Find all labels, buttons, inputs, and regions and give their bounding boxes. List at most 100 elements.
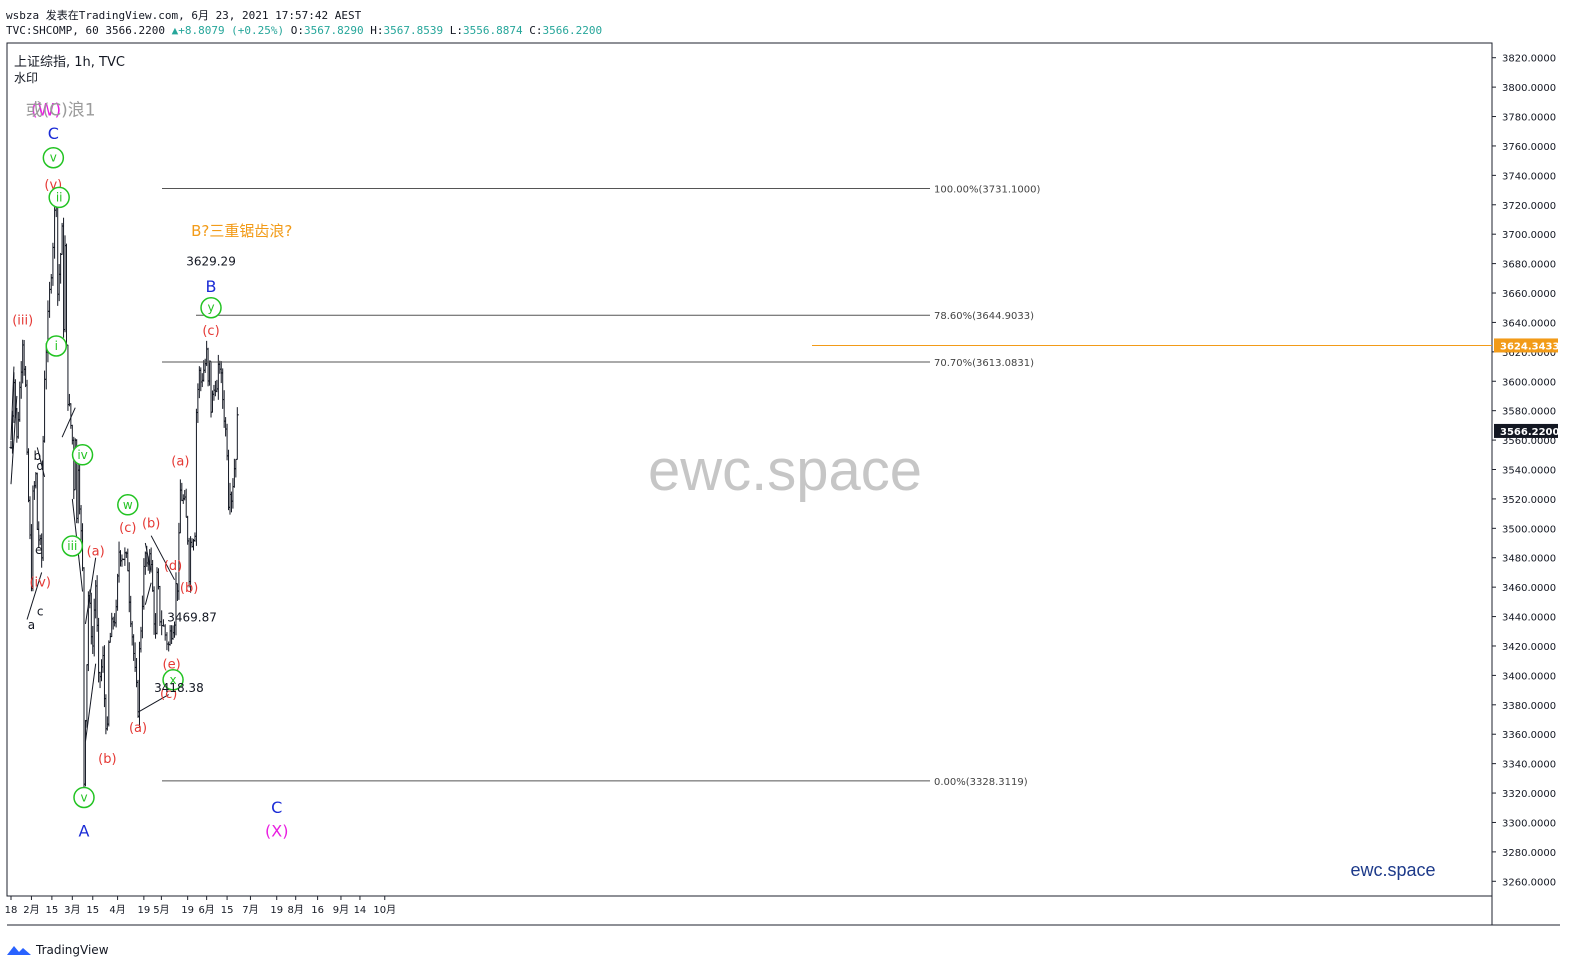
wave-label: b — [33, 449, 41, 463]
y-tick-label: 3460.0000 — [1502, 583, 1556, 594]
wave-label: (b) — [180, 581, 198, 596]
trend-line — [10, 395, 18, 485]
low-label: L: — [449, 24, 464, 37]
y-tick-label: 3620.0000 — [1502, 348, 1556, 359]
trend-line — [61, 407, 76, 438]
y-tick-label: 3540.0000 — [1502, 466, 1556, 477]
trend-line — [137, 694, 169, 713]
y-tick-label: 3480.0000 — [1502, 554, 1556, 565]
wave-annotations: (W)或(C)浪1Cv(v)iii(iii)iviii(iv)bdecavA(a… — [12, 101, 292, 841]
price-badge-label: 3624.3433 — [1500, 341, 1560, 352]
publish-info: wsbza 发表在TradingView.com, 6月 23, 2021 17… — [6, 9, 362, 22]
wave-label: e — [35, 543, 42, 557]
legend-title: 上证综指, 1h, TVC — [14, 55, 125, 70]
wave-circle — [117, 494, 139, 516]
y-tick-label: 3660.0000 — [1502, 289, 1556, 300]
x-tick-label: 19 — [137, 905, 150, 916]
wave-circle-label: v — [50, 151, 57, 165]
y-tick-label: 3640.0000 — [1502, 318, 1556, 329]
trend-line — [36, 447, 46, 477]
chart-header: wsbza 发表在TradingView.com, 6月 23, 2021 17… — [0, 0, 1581, 40]
x-tick-label: 10月 — [373, 904, 396, 916]
up-arrow-icon: ▲ — [171, 24, 179, 37]
trend-line — [26, 572, 43, 620]
y-tick-label: 3400.0000 — [1502, 671, 1556, 682]
y-tick-label: 3520.0000 — [1502, 495, 1556, 506]
x-tick-label: 6月 — [198, 904, 214, 916]
x-tick-label: 15 — [86, 905, 99, 916]
y-tick-label: 3800.0000 — [1502, 83, 1556, 94]
y-tick-label: 3700.0000 — [1502, 230, 1556, 241]
y-tick-label: 3280.0000 — [1502, 848, 1556, 859]
x-tick-label: 5月 — [153, 904, 169, 916]
wave-label: C — [48, 124, 59, 143]
x-tick-label: 9月 — [333, 904, 349, 916]
wave-label: 3629.29 — [186, 255, 236, 269]
fib-label: 78.60%(3644.9033) — [934, 311, 1034, 322]
trend-line — [144, 582, 152, 605]
x-tick-label: 7月 — [242, 904, 258, 916]
wave-label: (e) — [163, 658, 181, 673]
symbol-label: TVC:SHCOMP, 60 — [6, 24, 99, 37]
y-tick-label: 3560.0000 — [1502, 436, 1556, 447]
wave-label: 3469.87 — [167, 611, 217, 625]
y-tick-label: 3380.0000 — [1502, 701, 1556, 712]
wave-circle — [71, 444, 94, 466]
y-tick-label: 3740.0000 — [1502, 171, 1556, 182]
trend-line — [144, 542, 152, 573]
x-tick-label: 19 — [181, 905, 194, 916]
wave-label: (a) — [129, 721, 147, 736]
trend-line — [84, 557, 97, 624]
x-tick-label: 8月 — [288, 904, 304, 916]
price-badge-label: 3566.2200 — [1500, 427, 1560, 438]
wave-label: B?三重锯齿浪? — [191, 222, 292, 240]
y-tick-label: 3760.0000 — [1502, 142, 1556, 153]
y-tick-label: 3340.0000 — [1502, 760, 1556, 771]
wave-circle — [61, 535, 84, 557]
trend-line — [10, 366, 15, 441]
wave-label: (b) — [98, 752, 116, 767]
wave-label: a — [28, 618, 35, 632]
y-tick-label: 3500.0000 — [1502, 524, 1556, 535]
x-tick-label: 2月 — [23, 904, 39, 916]
wave-label: (c) — [160, 687, 177, 702]
y-tick-label: 3600.0000 — [1502, 377, 1556, 388]
wave-circle — [45, 335, 68, 357]
time-axis[interactable]: 18 2月 15 3月 15 4月 19 5月 19 6月 15 7月 19 8月 16 9月 14 10月 — [5, 896, 396, 916]
wave-circle — [48, 186, 70, 209]
wave-label: (a) — [171, 455, 189, 470]
wave-label: (c) — [202, 324, 219, 339]
wave-circle-label: iii — [67, 539, 77, 553]
y-tick-label: 3780.0000 — [1502, 113, 1556, 124]
wave-label: A — [79, 821, 90, 840]
price-badge — [1494, 338, 1558, 353]
y-tick-label: 3300.0000 — [1502, 818, 1556, 829]
fib-label: 70.70%(3613.0831) — [934, 358, 1034, 369]
open-label: O: — [290, 24, 305, 37]
wave-label: (b) — [142, 516, 160, 531]
price-axis[interactable]: 3260.0000 3280.0000 3300.0000 3320.0000 3340… — [1492, 54, 1560, 889]
fib-levels: 100.00%(3731.1000) 78.60%(3644.9033) 70.70… — [162, 184, 1492, 788]
wave-label: (d) — [164, 559, 182, 574]
wave-circle — [42, 146, 65, 169]
x-tick-label: 14 — [354, 905, 367, 916]
x-tick-label: 3月 — [64, 904, 80, 916]
cloud-icon — [7, 946, 31, 955]
price-change: +8.8079 (+0.25%) — [178, 24, 285, 37]
wave-circle — [200, 296, 222, 319]
fib-label: 0.00%(3328.3119) — [934, 777, 1028, 788]
close-value: 3566.2200 — [542, 24, 603, 37]
high-label: H: — [370, 24, 384, 37]
wave-label: (W) — [31, 101, 61, 121]
wave-label: (X) — [265, 821, 288, 840]
low-value: 3556.8874 — [463, 24, 523, 37]
tradingview-logo[interactable]: TradingView — [6, 943, 109, 957]
wave-circle — [162, 669, 184, 691]
wave-label: d — [36, 459, 44, 473]
watermark: ewc.space — [648, 438, 922, 503]
wave-circle-label: w — [123, 498, 133, 512]
y-tick-label: 3320.0000 — [1502, 789, 1556, 800]
wave-circle-label: i — [55, 339, 58, 353]
y-tick-label: 3720.0000 — [1502, 201, 1556, 212]
